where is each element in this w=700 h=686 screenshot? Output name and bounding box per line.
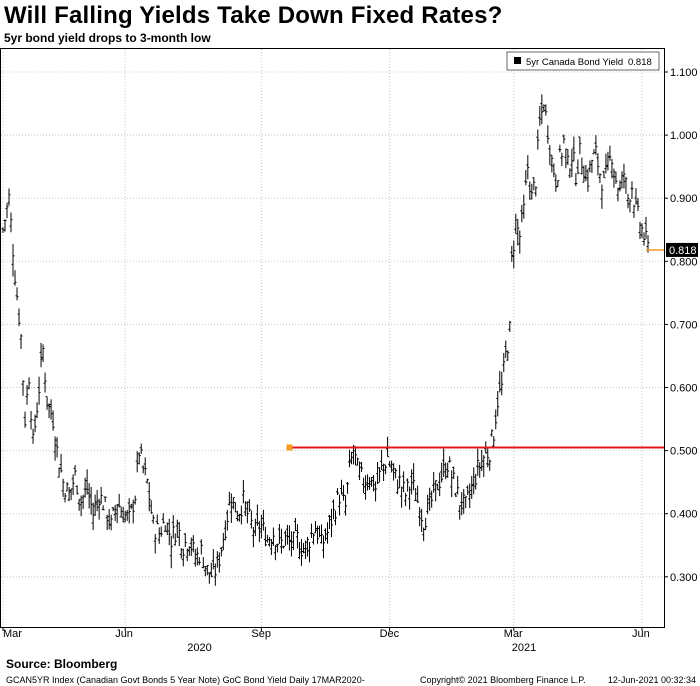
reference-layer bbox=[286, 444, 664, 451]
x-tick-label: Jun bbox=[632, 628, 650, 640]
y-tick-label: 0.300 bbox=[670, 572, 698, 584]
index-note: GCAN5YR Index (Canadian Govt Bonds 5 Yea… bbox=[6, 675, 365, 685]
y-tick-label: 1.000 bbox=[670, 130, 698, 142]
x-axis: Mar Jun Sep Dec Mar Jun 2020 2021 bbox=[2, 627, 650, 654]
series-layer bbox=[1, 94, 650, 586]
x-tick-label: Mar bbox=[3, 628, 22, 640]
y-tick-label: 0.400 bbox=[670, 509, 698, 521]
chart-title: Will Falling Yields Take Down Fixed Rate… bbox=[4, 2, 503, 29]
plot-frame bbox=[0, 48, 665, 628]
y-tick-label: 1.100 bbox=[670, 67, 698, 79]
year-label: 2020 bbox=[187, 642, 211, 654]
grid-lines bbox=[1, 49, 664, 627]
copyright-note: Copyright© 2021 Bloomberg Finance L.P. bbox=[420, 675, 586, 685]
legend-label: 5yr Canada Bond Yield bbox=[526, 57, 623, 68]
x-tick-label: Jun bbox=[115, 628, 133, 640]
legend: 5yr Canada Bond Yield 0.818 bbox=[506, 51, 660, 71]
y-tick-label: 0.800 bbox=[670, 256, 698, 268]
last-value-text: 0.818 bbox=[669, 245, 697, 257]
y-tick-label: 0.900 bbox=[670, 193, 698, 205]
source-label: Source: Bloomberg bbox=[6, 657, 118, 671]
year-label: 2021 bbox=[512, 642, 536, 654]
legend-value: 0.818 bbox=[628, 57, 652, 68]
last-value-layer: 0.818 bbox=[646, 242, 698, 257]
chart-subtitle: 5yr bond yield drops to 3-month low bbox=[4, 31, 211, 45]
y-tick-label: 0.700 bbox=[670, 319, 698, 331]
timestamp: 12-Jun-2021 00:32:34 bbox=[607, 675, 696, 685]
x-tick-label: Sep bbox=[251, 628, 271, 640]
x-tick-label: Mar bbox=[504, 628, 523, 640]
last-value-tag bbox=[666, 242, 698, 257]
x-tick-label: Dec bbox=[380, 628, 400, 640]
legend-swatch bbox=[514, 57, 521, 64]
y-axis: 0.300 0.400 0.500 0.600 0.700 0.800 0.900 1.000… bbox=[664, 67, 698, 584]
y-tick-label: 0.500 bbox=[670, 446, 698, 458]
legend-box bbox=[506, 51, 660, 71]
y-tick-label: 0.600 bbox=[670, 383, 698, 395]
reference-marker bbox=[286, 444, 293, 451]
